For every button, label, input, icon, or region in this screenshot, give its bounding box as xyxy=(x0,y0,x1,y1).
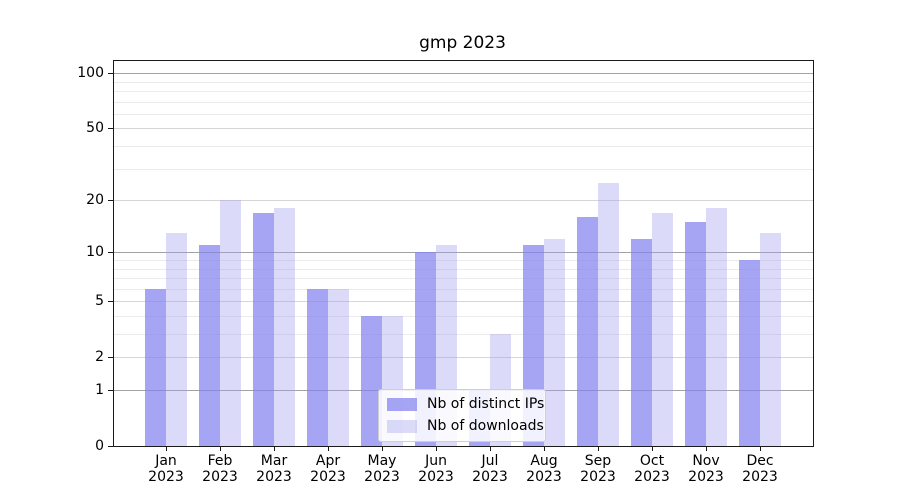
y-tick-5 xyxy=(108,301,114,303)
gridline-y-70 xyxy=(114,101,813,103)
y-tick-label-50: 50 xyxy=(86,120,104,137)
legend-item-downloads: Nb of downloads xyxy=(387,417,544,436)
y-tick-0 xyxy=(108,446,114,447)
gridline-y-3 xyxy=(114,334,813,336)
x-tick-Apr xyxy=(328,446,329,451)
y-tick-50 xyxy=(108,128,114,130)
y-tick-10 xyxy=(108,252,114,254)
x-tick-Mar xyxy=(274,446,275,451)
gridline-y-20 xyxy=(114,200,813,202)
x-tick-label-May: May 2023 xyxy=(364,453,400,485)
x-tick-label-Mar: Mar 2023 xyxy=(256,453,292,485)
gridline-y-50 xyxy=(114,128,813,130)
x-tick-label-Aug: Aug 2023 xyxy=(526,453,562,485)
y-tick-20 xyxy=(108,200,114,202)
x-tick-Oct xyxy=(652,446,653,451)
bar-distinct-ips-Jan xyxy=(145,288,166,446)
gridline-y-10 xyxy=(114,252,813,254)
y-tick-2 xyxy=(108,357,114,359)
gridline-y-40 xyxy=(114,146,813,148)
x-tick-label-Jan: Jan 2023 xyxy=(148,453,184,485)
bar-downloads-Nov xyxy=(706,208,727,446)
x-tick-label-Sep: Sep 2023 xyxy=(580,453,616,485)
gridline-y-8 xyxy=(114,268,813,270)
legend-label-distinct-ips: Nb of distinct IPs xyxy=(427,396,545,412)
x-tick-Jun xyxy=(436,446,437,451)
x-tick-label-Feb: Feb 2023 xyxy=(202,453,238,485)
bar-distinct-ips-Feb xyxy=(199,245,220,446)
gridline-y-100 xyxy=(114,73,813,75)
legend: Nb of distinct IPs Nb of downloads xyxy=(378,389,546,442)
legend-swatch-distinct-ips xyxy=(387,398,417,411)
x-tick-Feb xyxy=(220,446,221,451)
x-tick-Jul xyxy=(490,446,491,451)
bar-distinct-ips-Nov xyxy=(685,222,706,446)
y-tick-100 xyxy=(108,73,114,75)
bar-distinct-ips-Mar xyxy=(253,212,274,446)
legend-swatch-downloads xyxy=(387,420,417,433)
bar-distinct-ips-Apr xyxy=(307,288,328,446)
x-tick-label-Nov: Nov 2023 xyxy=(688,453,724,485)
gridline-y-9 xyxy=(114,260,813,261)
bar-downloads-Oct xyxy=(652,212,673,446)
y-tick-label-100: 100 xyxy=(77,65,104,82)
bar-distinct-ips-Sep xyxy=(577,217,598,446)
bar-distinct-ips-Oct xyxy=(631,238,652,446)
gridline-y-30 xyxy=(114,168,813,170)
gridline-y-60 xyxy=(114,113,813,115)
x-tick-Sep xyxy=(598,446,599,451)
bar-downloads-Aug xyxy=(544,238,565,446)
gridline-y-90 xyxy=(114,81,813,83)
y-tick-label-10: 10 xyxy=(86,244,104,261)
bar-distinct-ips-May xyxy=(361,315,382,446)
x-tick-Aug xyxy=(544,446,545,451)
bar-downloads-Feb xyxy=(220,200,241,446)
y-tick-label-5: 5 xyxy=(95,293,104,310)
x-tick-Jan xyxy=(166,446,167,451)
gridline-y-7 xyxy=(114,278,813,280)
gridline-y-4 xyxy=(114,315,813,317)
x-tick-label-Jun: Jun 2023 xyxy=(418,453,454,485)
plot-area: 0 1 2 5 10 20 50 100 Jan 2023 Feb 2023 Mar 2023 Apr 202… xyxy=(77,60,814,485)
gridline-y-80 xyxy=(114,91,813,93)
legend-label-downloads: Nb of downloads xyxy=(427,418,544,434)
x-tick-label-Oct: Oct 2023 xyxy=(634,453,670,485)
gridline-y-6 xyxy=(114,288,813,290)
y-tick-label-20: 20 xyxy=(86,192,104,209)
chart-title: gmp 2023 xyxy=(419,33,506,53)
bar-downloads-Dec xyxy=(760,232,781,446)
x-tick-May xyxy=(382,446,383,451)
y-tick-label-0: 0 xyxy=(95,438,104,454)
bar-downloads-Apr xyxy=(328,288,349,446)
y-tick-label-2: 2 xyxy=(95,349,104,366)
bar-distinct-ips-Dec xyxy=(739,260,760,446)
x-tick-label-Dec: Dec 2023 xyxy=(742,453,778,485)
bar-downloads-Jan xyxy=(166,232,187,446)
bar-downloads-Mar xyxy=(274,208,295,446)
y-tick-1 xyxy=(108,390,114,391)
gridline-y-5 xyxy=(114,301,813,303)
legend-item-distinct-ips: Nb of distinct IPs xyxy=(387,395,544,414)
x-tick-label-Jul: Jul 2023 xyxy=(472,453,508,485)
gridline-y-2 xyxy=(114,357,813,359)
y-tick-label-1: 1 xyxy=(95,382,104,398)
x-tick-Dec xyxy=(760,446,761,451)
x-tick-label-Apr: Apr 2023 xyxy=(310,453,346,485)
bar-downloads-Sep xyxy=(598,182,619,446)
x-tick-Nov xyxy=(706,446,707,451)
